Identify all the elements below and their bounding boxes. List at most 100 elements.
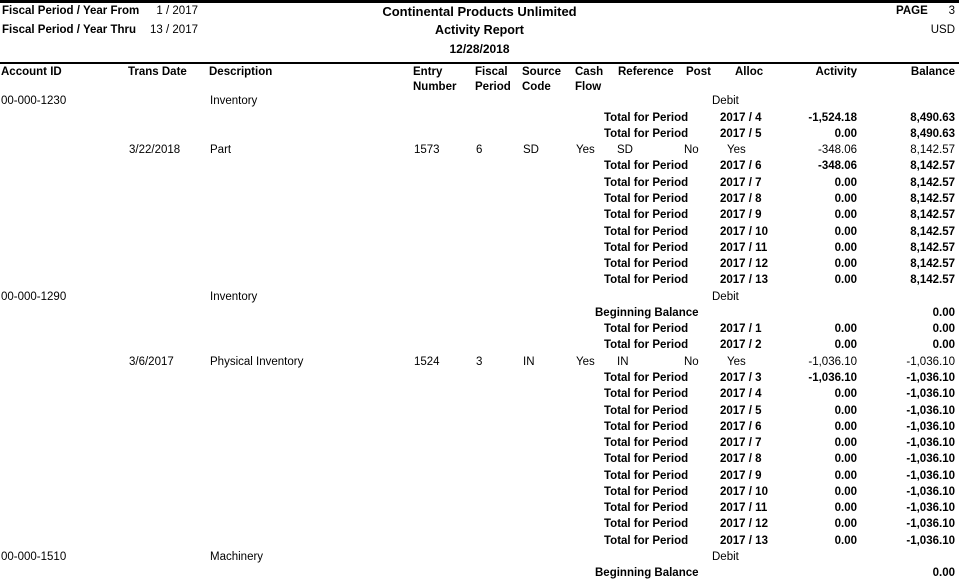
total-balance-amount: 8,142.57: [910, 274, 955, 287]
column-header-desc-line1: Description: [209, 66, 273, 78]
table-row-total: Total for Period 2017 / 8 0.00 8,142.57: [0, 191, 959, 207]
column-header-ref: Reference: [618, 65, 674, 80]
table-row-total: Total for Period 2017 / 7 0.00 -1,036.10: [0, 435, 959, 451]
column-header-ref-line1: Reference: [618, 66, 674, 78]
total-period-value: 2017 / 10: [720, 225, 768, 238]
total-balance-amount: 8,142.57: [910, 160, 955, 173]
total-period-value: 2017 / 12: [720, 258, 768, 271]
total-for-period-label: Total for Period: [604, 534, 689, 547]
account-description: Machinery: [210, 550, 264, 563]
total-activity-amount: 0.00: [834, 420, 857, 433]
balance-amount: -1,036.10: [906, 355, 955, 368]
report-date: 12/28/2018: [449, 42, 510, 56]
total-activity-amount: 0.00: [834, 241, 857, 254]
total-activity-amount: 0.00: [834, 534, 857, 547]
activity-amount: -348.06: [817, 144, 857, 157]
debit-credit-indicator: Debit: [712, 95, 739, 108]
entry-number: 1573: [414, 144, 440, 157]
table-row-total: Total for Period 2017 / 13 0.00 -1,036.10: [0, 533, 959, 549]
table-row-total: Total for Period 2017 / 11 0.00 8,142.57: [0, 240, 959, 256]
debit-credit-indicator: Debit: [712, 290, 739, 303]
reference: SD: [617, 144, 633, 157]
total-activity-amount: 0.00: [834, 127, 857, 140]
fiscal-period: 3: [476, 355, 483, 368]
total-activity-amount: 0.00: [834, 485, 857, 498]
account-id: 00-000-1290: [1, 290, 67, 303]
post-flag: No: [684, 144, 699, 157]
total-balance-amount: -1,036.10: [906, 485, 955, 498]
total-activity-amount: 0.00: [834, 437, 857, 450]
total-for-period-label: Total for Period: [604, 518, 689, 531]
table-row-total: Total for Period 2017 / 7 0.00 8,142.57: [0, 175, 959, 191]
total-for-period-label: Total for Period: [604, 453, 689, 466]
column-header-fisc-line1: Fiscal: [475, 66, 508, 78]
table-row-total: Total for Period 2017 / 12 0.00 -1,036.10: [0, 516, 959, 532]
total-activity-amount: 0.00: [834, 453, 857, 466]
total-balance-amount: 0.00: [932, 323, 955, 336]
balance-amount: 8,142.57: [910, 144, 955, 157]
column-header-bal-line1: Balance: [910, 66, 955, 78]
table-row-detail: 3/22/2018 Part 1573 6 SD Yes SD No Yes -348.06 8,1…: [0, 142, 959, 158]
table-row-total: Total for Period 2017 / 12 0.00 8,142.57: [0, 256, 959, 272]
column-header-src: Source Code: [522, 65, 561, 95]
column-header-cash: Cash Flow: [575, 65, 603, 95]
currency-code: USD: [930, 24, 955, 36]
account-description: Inventory: [210, 95, 258, 108]
total-for-period-label: Total for Period: [604, 339, 689, 352]
table-row-total: Total for Period 2017 / 11 0.00 -1,036.10: [0, 500, 959, 516]
total-activity-amount: 0.00: [834, 176, 857, 189]
table-row-total: Total for Period 2017 / 5 0.00 -1,036.10: [0, 403, 959, 419]
total-for-period-label: Total for Period: [604, 388, 689, 401]
total-period-value: 2017 / 5: [720, 127, 762, 140]
total-balance-amount: 8,142.57: [910, 258, 955, 271]
table-row-total: Total for Period 2017 / 6 -348.06 8,142.57: [0, 158, 959, 174]
table-row-account: 00-000-1290 Inventory Debit: [0, 289, 959, 305]
total-period-value: 2017 / 7: [720, 176, 762, 189]
column-header-entry-line1: Entry: [413, 66, 443, 78]
table-row-total: Total for Period 2017 / 4 0.00 -1,036.10: [0, 386, 959, 402]
total-period-value: 2017 / 3: [720, 371, 762, 384]
total-activity-amount: 0.00: [834, 502, 857, 515]
total-period-value: 2017 / 8: [720, 193, 762, 206]
company-name: Continental Products Unlimited: [382, 4, 577, 19]
alloc-flag: Yes: [727, 144, 746, 157]
column-header-act: Activity: [757, 65, 857, 80]
total-activity-amount: 0.00: [834, 339, 857, 352]
total-for-period-label: Total for Period: [604, 274, 689, 287]
total-balance-amount: -1,036.10: [906, 453, 955, 466]
total-activity-amount: 0.00: [834, 404, 857, 417]
table-row-total: Total for Period 2017 / 9 0.00 8,142.57: [0, 207, 959, 223]
top-rule: [0, 0, 959, 3]
column-header-act-line1: Activity: [815, 66, 857, 78]
table-row-beginning: Beginning Balance 0.00: [0, 565, 959, 581]
total-for-period-label: Total for Period: [604, 241, 689, 254]
column-header-cash-line1: Cash: [575, 66, 604, 78]
total-for-period-label: Total for Period: [604, 485, 689, 498]
beginning-balance-label: Beginning Balance: [595, 567, 699, 580]
total-period-value: 2017 / 2: [720, 339, 762, 352]
trans-date: 3/22/2018: [129, 144, 181, 157]
column-header-src-line1: Source: [522, 66, 561, 78]
total-period-value: 2017 / 8: [720, 453, 762, 466]
column-header-date-line1: Trans Date: [128, 66, 187, 78]
description: Physical Inventory: [210, 355, 304, 368]
total-period-value: 2017 / 12: [720, 518, 768, 531]
reference: IN: [617, 355, 629, 368]
total-period-value: 2017 / 4: [720, 111, 762, 124]
total-activity-amount: 0.00: [834, 274, 857, 287]
beginning-balance-amount: 0.00: [932, 306, 955, 319]
total-for-period-label: Total for Period: [604, 225, 689, 238]
beginning-balance-amount: 0.00: [932, 567, 955, 580]
total-activity-amount: -1,524.18: [808, 111, 857, 124]
total-activity-amount: 0.00: [834, 388, 857, 401]
description: Part: [210, 144, 232, 157]
total-period-value: 2017 / 6: [720, 420, 762, 433]
total-period-value: 2017 / 7: [720, 437, 762, 450]
table-row-total: Total for Period 2017 / 13 0.00 8,142.57: [0, 272, 959, 288]
total-balance-amount: -1,036.10: [906, 388, 955, 401]
total-balance-amount: 8,142.57: [910, 225, 955, 238]
total-period-value: 2017 / 13: [720, 534, 768, 547]
fiscal-thru-value: 13 / 2017: [150, 24, 198, 36]
debit-credit-indicator: Debit: [712, 550, 739, 563]
